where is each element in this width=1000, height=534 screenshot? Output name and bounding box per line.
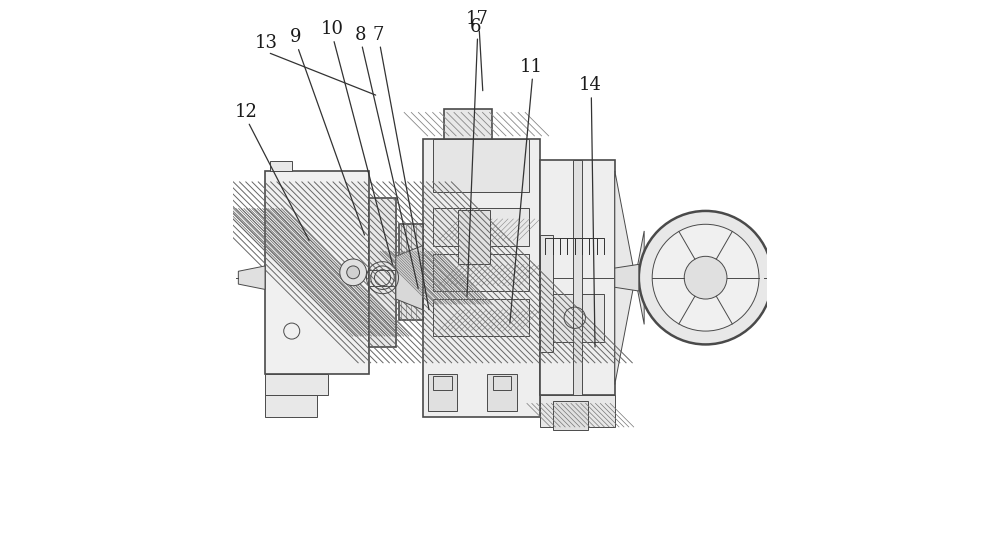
Text: 9: 9 bbox=[290, 28, 302, 46]
Circle shape bbox=[347, 266, 360, 279]
Bar bbox=[369, 198, 396, 347]
Polygon shape bbox=[238, 266, 265, 289]
Bar bbox=[428, 374, 457, 411]
Bar bbox=[433, 254, 529, 291]
Text: 11: 11 bbox=[519, 58, 542, 76]
Text: 12: 12 bbox=[235, 103, 258, 121]
Bar bbox=[399, 224, 423, 320]
Text: 6: 6 bbox=[470, 18, 482, 36]
Text: 17: 17 bbox=[466, 10, 489, 28]
Bar bbox=[458, 210, 490, 264]
Bar bbox=[487, 374, 517, 411]
Bar bbox=[540, 395, 615, 427]
Bar bbox=[540, 160, 615, 395]
Bar bbox=[265, 395, 317, 417]
Polygon shape bbox=[615, 264, 639, 291]
Bar bbox=[423, 139, 540, 417]
Bar bbox=[433, 376, 452, 390]
Polygon shape bbox=[396, 246, 423, 310]
Circle shape bbox=[639, 211, 772, 344]
Text: 14: 14 bbox=[578, 76, 601, 95]
Circle shape bbox=[340, 259, 366, 286]
Circle shape bbox=[652, 224, 759, 331]
Bar bbox=[493, 376, 511, 390]
Bar bbox=[433, 208, 529, 246]
Bar bbox=[545, 294, 604, 342]
Bar bbox=[553, 400, 588, 430]
Bar bbox=[265, 171, 369, 374]
Text: 8: 8 bbox=[354, 26, 366, 44]
Circle shape bbox=[284, 323, 300, 339]
Polygon shape bbox=[615, 171, 644, 384]
Bar bbox=[270, 161, 292, 171]
Bar bbox=[573, 160, 582, 395]
Bar bbox=[433, 299, 529, 336]
Bar bbox=[265, 374, 328, 395]
Circle shape bbox=[684, 256, 727, 299]
Bar bbox=[540, 235, 553, 352]
Bar bbox=[433, 139, 529, 192]
Bar bbox=[444, 109, 492, 139]
Text: 10: 10 bbox=[320, 20, 343, 38]
Text: 7: 7 bbox=[373, 26, 384, 44]
Text: 13: 13 bbox=[255, 34, 278, 52]
